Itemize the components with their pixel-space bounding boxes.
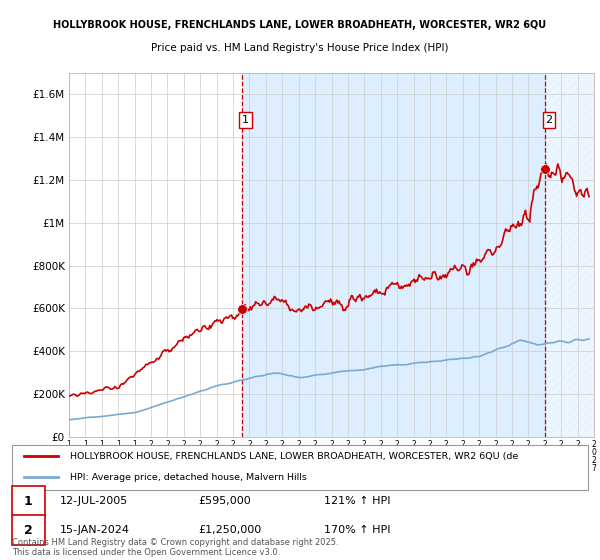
Text: HOLLYBROOK HOUSE, FRENCHLANDS LANE, LOWER BROADHEATH, WORCESTER, WR2 6QU: HOLLYBROOK HOUSE, FRENCHLANDS LANE, LOWE… — [53, 20, 547, 30]
Text: Price paid vs. HM Land Registry's House Price Index (HPI): Price paid vs. HM Land Registry's House … — [151, 43, 449, 53]
Text: 121% ↑ HPI: 121% ↑ HPI — [324, 496, 391, 506]
Text: 2: 2 — [545, 115, 553, 125]
Text: £1,250,000: £1,250,000 — [198, 525, 261, 535]
Text: 15-JAN-2024: 15-JAN-2024 — [60, 525, 130, 535]
Text: 170% ↑ HPI: 170% ↑ HPI — [324, 525, 391, 535]
Text: HPI: Average price, detached house, Malvern Hills: HPI: Average price, detached house, Malv… — [70, 473, 307, 482]
Text: 1: 1 — [24, 494, 32, 507]
Bar — [545, 73, 594, 437]
Text: HOLLYBROOK HOUSE, FRENCHLANDS LANE, LOWER BROADHEATH, WORCESTER, WR2 6QU (de: HOLLYBROOK HOUSE, FRENCHLANDS LANE, LOWE… — [70, 452, 518, 461]
Text: Contains HM Land Registry data © Crown copyright and database right 2025.
This d: Contains HM Land Registry data © Crown c… — [12, 538, 338, 557]
Text: £595,000: £595,000 — [198, 496, 251, 506]
Text: 2: 2 — [24, 524, 32, 536]
FancyBboxPatch shape — [12, 445, 588, 490]
Text: 12-JUL-2005: 12-JUL-2005 — [60, 496, 128, 506]
FancyBboxPatch shape — [12, 515, 45, 545]
Text: 1: 1 — [242, 115, 249, 125]
Bar — [242, 73, 545, 437]
FancyBboxPatch shape — [12, 486, 45, 516]
